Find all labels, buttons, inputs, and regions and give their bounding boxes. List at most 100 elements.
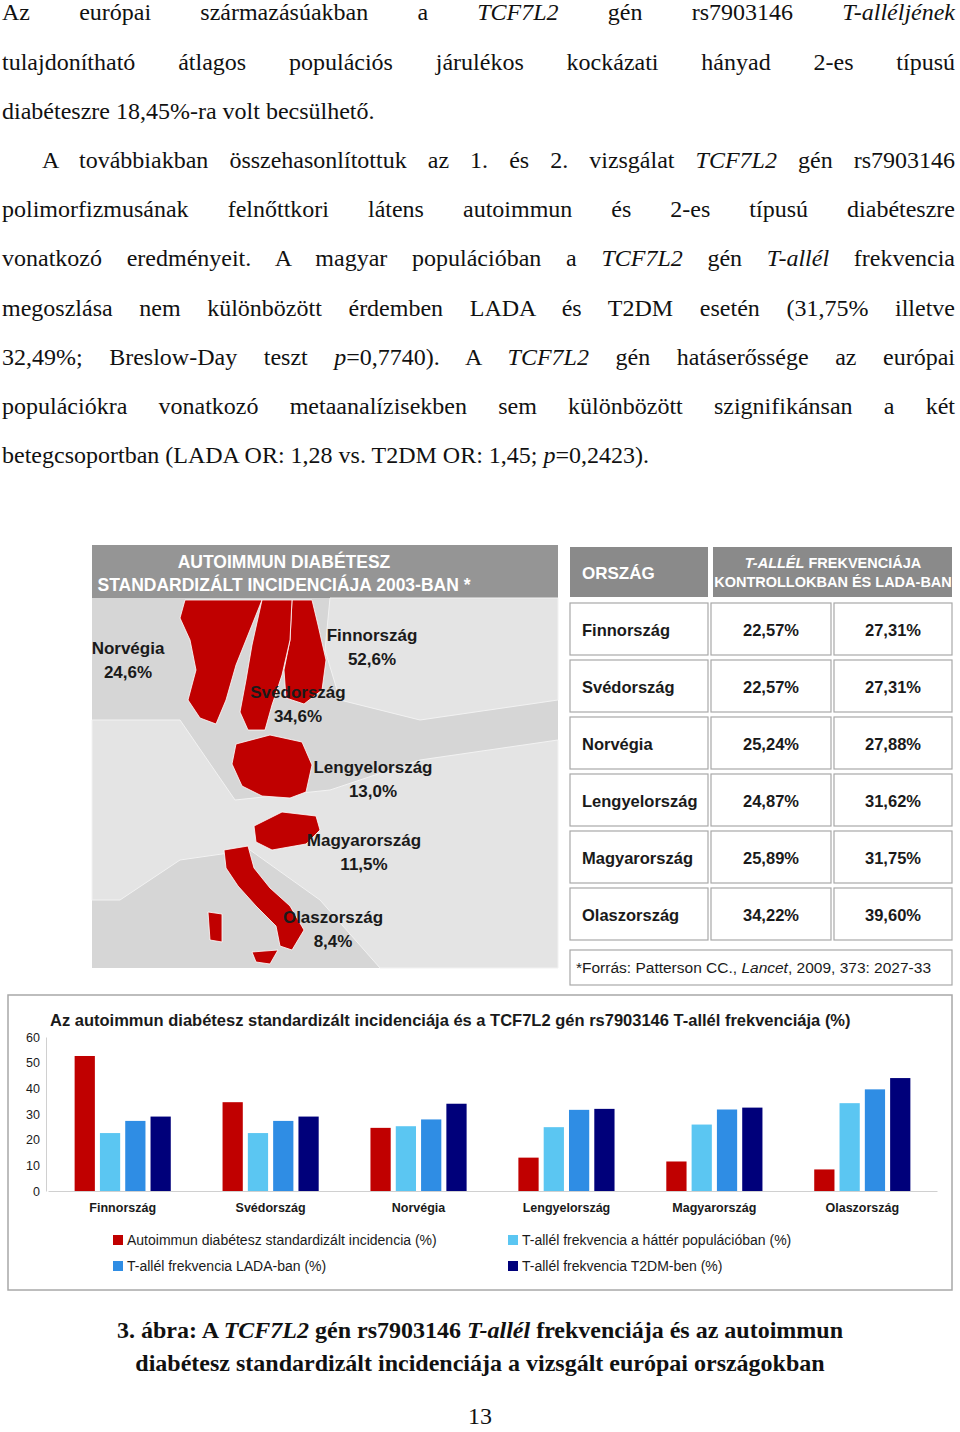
table-cell-text: 34,22%: [743, 906, 799, 924]
bar: [742, 1108, 762, 1191]
bar: [840, 1103, 860, 1191]
bar: [890, 1078, 910, 1191]
page-number: 13: [0, 1403, 960, 1430]
chart: Az autoimmun diabétesz standardizált inc…: [8, 995, 952, 1290]
text-line: polimorfizmusának felnőttkori látens aut…: [2, 185, 955, 234]
map-country-label: Lengyelország: [313, 758, 432, 777]
text-run: T-allél: [467, 1317, 530, 1343]
bar: [248, 1133, 268, 1191]
table-cell-text: 27,31%: [865, 678, 921, 696]
y-axis: 0102030405060: [26, 1031, 46, 1199]
legend-item: Autoimmun diabétesz standardizált incide…: [113, 1232, 437, 1248]
bar: [666, 1161, 686, 1191]
country-shape: [232, 735, 312, 798]
text-run: T-allél: [767, 245, 829, 271]
x-tick: Svédország: [236, 1191, 306, 1215]
text-run: TCF7L2: [508, 344, 589, 370]
table-cell-text: 31,75%: [865, 849, 921, 867]
map-header-box: [92, 545, 558, 598]
map-land: [325, 598, 558, 720]
legend: Autoimmun diabétesz standardizált incide…: [113, 1232, 791, 1274]
text-run: diabéteszre 18,45%-ra volt becsülhető.: [2, 98, 375, 124]
legend-label: T-allél frekvencia a háttér populációban…: [522, 1232, 791, 1248]
table-cell-text: 39,60%: [865, 906, 921, 924]
y-tick: 50: [26, 1056, 46, 1070]
table-cell: [834, 831, 952, 883]
x-tick: Finnország: [89, 1191, 156, 1215]
country-shape: [252, 950, 278, 964]
legend-swatch: [508, 1235, 518, 1245]
map-country-label: Magyarország: [307, 831, 421, 850]
table-header-text: KONTROLLOKBAN ÉS LADA-BAN: [714, 574, 952, 590]
text-run: p: [544, 442, 556, 468]
bars: [75, 1056, 911, 1191]
table-header-text: ORSZÁG: [582, 564, 655, 583]
y-tick-label: 30: [26, 1108, 40, 1122]
table-cell-text: Magyarország: [582, 849, 693, 867]
legend-item: T-allél frekvencia T2DM-ben (%): [508, 1258, 722, 1274]
x-tick-label: Svédország: [236, 1201, 306, 1215]
bar: [370, 1128, 390, 1191]
map-incidence-label: 13,0%: [349, 782, 397, 801]
bar: [151, 1117, 171, 1191]
text-run: gén rs7903146: [559, 0, 843, 25]
table-cell-text: 27,88%: [865, 735, 921, 753]
legend-swatch: [113, 1261, 123, 1271]
x-tick-label: Lengyelország: [523, 1201, 611, 1215]
x-tick: Norvégia: [392, 1191, 447, 1215]
text-run: TCF7L2: [696, 147, 777, 173]
map-incidence-label: 8,4%: [314, 932, 353, 951]
table-cell: [834, 603, 952, 655]
x-tick: Olaszország: [825, 1191, 899, 1215]
text-run: frekvencia: [829, 245, 955, 271]
legend-label: T-allél frekvencia T2DM-ben (%): [522, 1258, 722, 1274]
table-cell: [570, 831, 708, 883]
y-tick-label: 50: [26, 1056, 40, 1070]
figure-caption: 3. ábra: A TCF7L2 gén rs7903146 T-allél …: [0, 1314, 960, 1347]
bar: [594, 1109, 614, 1191]
table-header-cell: [570, 547, 708, 597]
source-note: *Forrás: Patterson CC., Lancet, 2009, 37…: [576, 959, 931, 976]
map-panel: AUTOIMMUN DIABÉTESZSTANDARDIZÁLT INCIDEN…: [92, 545, 558, 968]
bar: [717, 1110, 737, 1191]
table-cell: [711, 603, 831, 655]
map-title: AUTOIMMUN DIABÉTESZ: [178, 551, 391, 572]
table-cell-text: 22,57%: [743, 621, 799, 639]
table-cell: [834, 717, 952, 769]
table-cell-text: 27,31%: [865, 621, 921, 639]
figure-canvas: AUTOIMMUN DIABÉTESZSTANDARDIZÁLT INCIDEN…: [0, 0, 960, 1300]
bar: [223, 1102, 243, 1191]
x-tick-label: Olaszország: [825, 1201, 899, 1215]
text-run: vonatkozó eredményeit. A magyar populáci…: [2, 245, 601, 271]
text-run: gén hatáserőssége az európai: [589, 344, 955, 370]
bar: [544, 1127, 564, 1191]
text-run: 3. ábra: A: [117, 1317, 224, 1343]
y-tick-label: 40: [26, 1082, 40, 1096]
text-run: TCF7L2: [601, 245, 682, 271]
country-shape: [224, 846, 304, 950]
text-run: 32,49%; Breslow-Day teszt: [2, 344, 334, 370]
y-tick: 10: [26, 1159, 46, 1173]
chart-frame: [8, 995, 952, 1290]
text-run: gén rs7903146: [777, 147, 955, 173]
map-incidence-label: 52,6%: [348, 650, 396, 669]
x-tick: Lengyelország: [523, 1191, 611, 1215]
table-cell: [570, 717, 708, 769]
table-cell: [711, 888, 831, 940]
text-run: TCF7L2: [477, 0, 558, 25]
bar: [569, 1110, 589, 1191]
table-cell: [711, 717, 831, 769]
bar: [692, 1125, 712, 1191]
figure-caption: diabétesz standardizált incidenciája a v…: [0, 1347, 960, 1380]
y-tick: 20: [26, 1133, 46, 1147]
y-tick-label: 0: [33, 1185, 40, 1199]
bar: [75, 1056, 95, 1191]
text-run: frekvenciája és az autoimmun: [530, 1317, 843, 1343]
map-country-label: Olaszország: [283, 908, 383, 927]
map-country-label: Finnország: [327, 626, 418, 645]
table-cell: [834, 774, 952, 826]
text-run: p: [334, 344, 346, 370]
table-cell-text: Norvégia: [582, 735, 653, 753]
x-tick-label: Magyarország: [672, 1201, 756, 1215]
text-line: Az európai származásúakban a TCF7L2 gén …: [2, 0, 955, 38]
